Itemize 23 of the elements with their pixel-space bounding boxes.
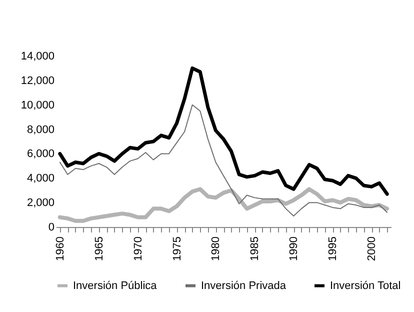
y-tick-label: 14,000	[20, 50, 54, 62]
x-tick-label: 1995	[327, 236, 340, 261]
x-tick-label: 2000	[366, 236, 378, 261]
y-tick-label: 2,000	[26, 197, 54, 210]
y-tick-label: 4,000	[26, 172, 54, 185]
x-tick-label: 1990	[288, 236, 300, 261]
y-tick-label: 6,000	[26, 148, 54, 160]
x-tick-label: 1960	[54, 236, 66, 261]
y-tick-label: 10,000	[20, 99, 54, 112]
legend-label: Inversión Total	[330, 280, 401, 292]
line-series	[58, 187, 390, 223]
y-tick-label: 12,000	[20, 74, 54, 87]
legend-label: Inversión Pública	[73, 280, 158, 292]
x-tick-label: 1965	[93, 236, 106, 261]
legend-label: Inversión Privada	[201, 280, 287, 292]
y-tick-label: 8,000	[26, 124, 54, 136]
x-tick-label: 1975	[171, 236, 184, 261]
line-series	[58, 66, 389, 196]
x-tick-label: 1970	[132, 236, 144, 261]
x-tick-label: 1985	[249, 236, 262, 261]
line-series	[59, 104, 388, 217]
x-tick-label: 1980	[210, 236, 222, 261]
y-tick-label: 0	[48, 222, 54, 234]
